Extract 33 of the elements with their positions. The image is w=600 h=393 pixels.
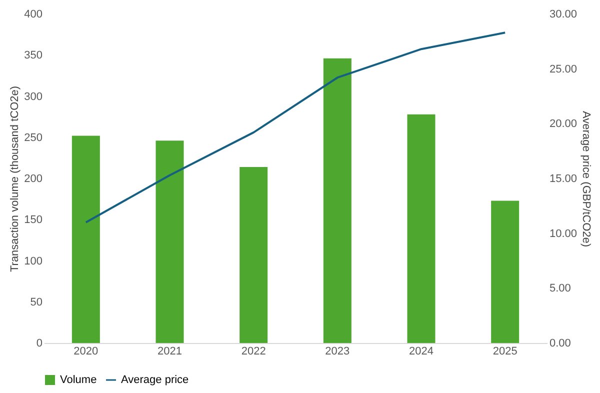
- x-tick-label: 2022: [241, 346, 266, 358]
- y-tick-label: 400: [24, 8, 42, 20]
- x-tick-label: 2025: [492, 346, 518, 358]
- y2-tick-label: 20.00: [550, 118, 578, 130]
- bar: [240, 166, 268, 343]
- bar: [323, 58, 352, 343]
- legend-label: Average price: [121, 374, 189, 386]
- y2-tick-label: 30.00: [550, 8, 578, 20]
- y-tick-label: 150: [24, 214, 42, 226]
- bar: [491, 200, 520, 343]
- x-tick-label: 2023: [325, 346, 350, 358]
- bar: [407, 114, 436, 343]
- y2-axis-title: Average price (GBP/tCO2e): [580, 110, 592, 248]
- y-tick-label: 350: [24, 50, 42, 62]
- y2-tick-label: 15.00: [550, 173, 578, 185]
- y-tick-label: 100: [24, 255, 42, 268]
- x-tick-label: 2024: [409, 346, 434, 358]
- y-axis-title: Transaction volume (thousand tCO2e): [9, 86, 22, 272]
- y-tick-label: 50: [30, 296, 42, 308]
- x-tick-label: 2021: [158, 346, 182, 358]
- bar: [156, 140, 184, 343]
- x-tick-label: 2020: [74, 346, 98, 358]
- y2-tick-label: 10.00: [550, 228, 578, 240]
- y-tick-label: 0: [36, 338, 42, 350]
- legend-label: Volume: [60, 374, 97, 386]
- y2-tick-label: 25.00: [550, 63, 578, 76]
- bar: [72, 136, 100, 343]
- y-tick-label: 300: [24, 90, 42, 103]
- y-tick-label: 250: [24, 132, 42, 144]
- y2-tick-label: 5.00: [550, 282, 571, 295]
- y-tick-label: 200: [24, 173, 42, 185]
- y2-tick-label: 0.00: [550, 338, 571, 350]
- line-series: [84, 32, 506, 224]
